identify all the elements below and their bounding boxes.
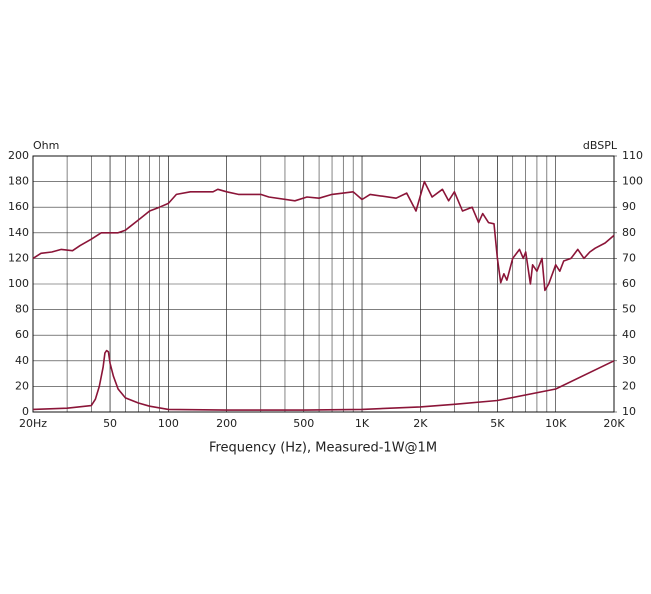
y-tick-label: 180: [8, 175, 29, 188]
series-line: [32, 180, 615, 292]
y2-tick-label: 30: [622, 354, 636, 367]
y-tick-label: 80: [15, 303, 29, 316]
x-tick-label: 20K: [603, 417, 625, 430]
y2-tick-label: 70: [622, 251, 636, 264]
y-tick-label: 60: [15, 328, 29, 341]
y-tick-label: 160: [8, 200, 29, 213]
y2-tick-label: 60: [622, 277, 636, 290]
y2-tick-label: 90: [622, 200, 636, 213]
y2-tick-label: 10: [622, 405, 636, 418]
y-tick-label: 140: [8, 226, 29, 239]
y2-tick-label: 20: [622, 379, 636, 392]
x-tick-label: 500: [293, 417, 314, 430]
y2-tick-label: 80: [622, 226, 636, 239]
x-tick-label: 2K: [413, 417, 428, 430]
y-axis-label: Ohm: [33, 139, 59, 152]
x-tick-label: 20Hz: [19, 417, 47, 430]
x-tick-label: 200: [216, 417, 237, 430]
y-tick-label: 200: [8, 149, 29, 162]
y2-tick-label: 100: [622, 175, 643, 188]
x-axis-label: Frequency (Hz), Measured-1W@1M: [209, 441, 437, 456]
x-tick-label: 1K: [355, 417, 370, 430]
y2-tick-label: 50: [622, 303, 636, 316]
y-tick-label: 40: [15, 354, 29, 367]
y-tick-label: 20: [15, 379, 29, 392]
x-tick-label: 50: [103, 417, 117, 430]
y2-tick-label: 40: [622, 328, 636, 341]
y2-axis-label: dBSPL: [583, 139, 618, 152]
y-tick-label: 0: [22, 405, 29, 418]
y2-tick-label: 110: [622, 149, 643, 162]
x-tick-label: 5K: [490, 417, 505, 430]
x-tick-label: 10K: [545, 417, 567, 430]
y-tick-label: 100: [8, 277, 29, 290]
plot-frame: [32, 155, 615, 413]
y-tick-label: 120: [8, 251, 29, 264]
series-line: [32, 349, 615, 411]
x-tick-label: 100: [158, 417, 179, 430]
